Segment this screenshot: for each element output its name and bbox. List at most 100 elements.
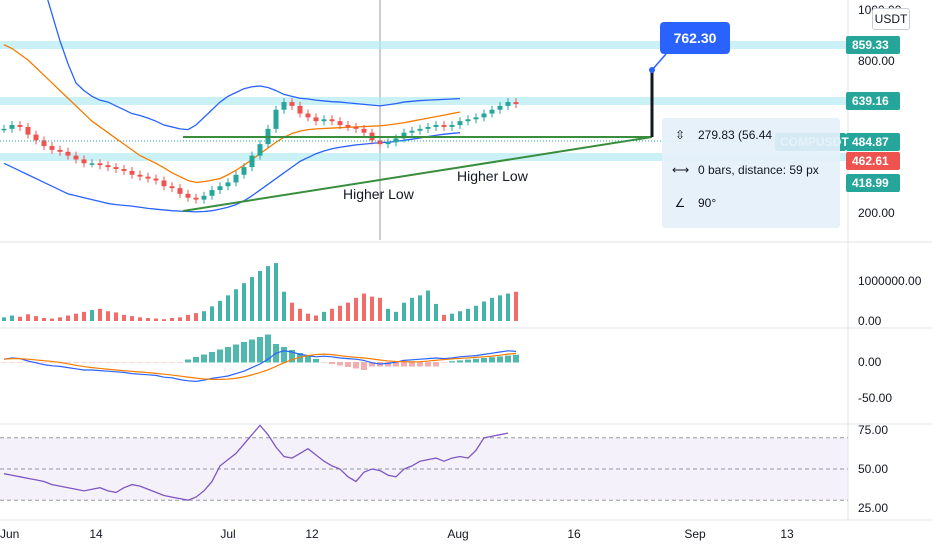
candle-body	[145, 176, 151, 179]
macd-histogram-bar	[457, 360, 463, 363]
volume-bar	[370, 296, 374, 321]
volume-bar	[154, 318, 158, 321]
macd-histogram-bar	[473, 358, 479, 363]
candle-body	[441, 125, 447, 127]
macd-histogram-bar	[145, 362, 151, 363]
macd-histogram-bar	[441, 362, 447, 363]
macd-histogram-bar	[209, 352, 215, 363]
volume-bar	[490, 297, 494, 321]
candle-body	[337, 121, 343, 126]
candle-body	[513, 102, 519, 104]
macd-histogram-bar	[233, 344, 239, 363]
price-level-value: 484.87	[852, 135, 889, 149]
candle-body	[17, 125, 23, 127]
candle-body	[393, 138, 399, 143]
macd-histogram-bar	[217, 349, 223, 363]
candle-body	[473, 117, 479, 120]
volume-bar	[106, 311, 110, 321]
volume-tick-label: 1000000.00	[858, 274, 922, 288]
macd-histogram-bar	[1, 362, 7, 363]
volume-bar	[226, 295, 230, 321]
volume-bar	[2, 317, 6, 321]
volume-bar	[234, 289, 238, 321]
volume-bar	[410, 297, 414, 321]
macd-histogram-bar	[177, 362, 183, 363]
macd-histogram-bar	[401, 362, 407, 367]
candle-body	[321, 119, 327, 122]
resistance-band	[0, 153, 848, 161]
candle-body	[57, 149, 63, 152]
volume-bar	[66, 315, 70, 321]
macd-histogram-bar	[505, 355, 511, 363]
target-price-callout[interactable]: 762.30	[660, 22, 730, 54]
volume-bar	[98, 308, 102, 321]
macd-histogram-bar	[353, 362, 359, 369]
macd-histogram-bar	[369, 362, 375, 367]
macd-tick-label: 0.00	[858, 355, 882, 369]
volume-bar	[58, 317, 62, 321]
date-tick-label: 16	[567, 527, 581, 541]
measure-angle: 90°	[698, 196, 717, 210]
candle-body	[433, 125, 439, 127]
volume-bar	[266, 266, 270, 321]
volume-bar	[402, 302, 406, 321]
macd-histogram-bar	[385, 362, 391, 367]
rsi-tick-label: 25.00	[858, 501, 888, 515]
volume-bar	[26, 314, 30, 321]
candle-body	[161, 180, 167, 187]
candle-body	[329, 119, 335, 122]
volume-bar	[378, 297, 382, 321]
macd-histogram-bar	[41, 362, 47, 363]
date-tick-label: 14	[89, 527, 103, 541]
volume-bar	[458, 311, 462, 321]
candle-body	[353, 126, 359, 129]
moving-average-line	[3, 44, 461, 184]
candle-body	[33, 134, 39, 141]
main-price-pane: Higher Low Higher Low	[0, 0, 848, 213]
volume-bar	[258, 270, 262, 321]
candle-body	[233, 174, 239, 183]
measure-tooltip: ⇳ 279.83 (56.44 ⟷ 0 bars, distance: 59 px …	[662, 118, 840, 228]
macd-histogram-bar	[409, 362, 415, 367]
volume-bar	[506, 293, 510, 321]
measure-bars-icon: ⟷	[672, 163, 690, 177]
candle-body	[1, 128, 7, 131]
candle-body	[201, 195, 207, 200]
rsi-tick-label: 50.00	[858, 462, 888, 476]
currency-label: USDT	[874, 12, 908, 26]
volume-bar	[450, 313, 454, 321]
macd-histogram-bar	[425, 362, 431, 367]
macd-histogram-bar	[193, 357, 199, 363]
rsi-pane	[0, 424, 848, 501]
volume-bar	[202, 311, 206, 321]
volume-bar	[442, 314, 446, 321]
measure-bars-distance: 0 bars, distance: 59 px	[698, 163, 819, 177]
candle-body	[361, 128, 367, 133]
candle-body	[137, 174, 143, 177]
volume-bar	[210, 306, 214, 321]
date-tick-label: Aug	[447, 527, 468, 541]
volume-bar	[282, 291, 286, 321]
volume-bar	[42, 317, 46, 321]
volume-bar	[394, 311, 398, 321]
bollinger-lower-line	[3, 132, 461, 213]
volume-bar	[290, 302, 294, 321]
candle-body	[345, 125, 351, 127]
currency-button[interactable]: USDT	[872, 8, 910, 30]
macd-histogram-bar	[241, 342, 247, 363]
macd-histogram-bar	[465, 359, 471, 363]
candle-body	[377, 140, 383, 145]
macd-histogram-bar	[337, 362, 343, 366]
volume-bar	[274, 263, 278, 321]
candle-body	[49, 146, 55, 150]
macd-histogram-bar	[289, 350, 295, 363]
measure-price-icon: ⇳	[674, 128, 686, 142]
candle-body	[153, 178, 159, 181]
volume-bar	[146, 317, 150, 321]
candle-body	[297, 105, 303, 114]
price-level-badge	[846, 152, 900, 170]
volume-bar	[250, 277, 254, 321]
macd-histogram-bar	[433, 362, 439, 367]
macd-histogram-bar	[65, 362, 71, 363]
